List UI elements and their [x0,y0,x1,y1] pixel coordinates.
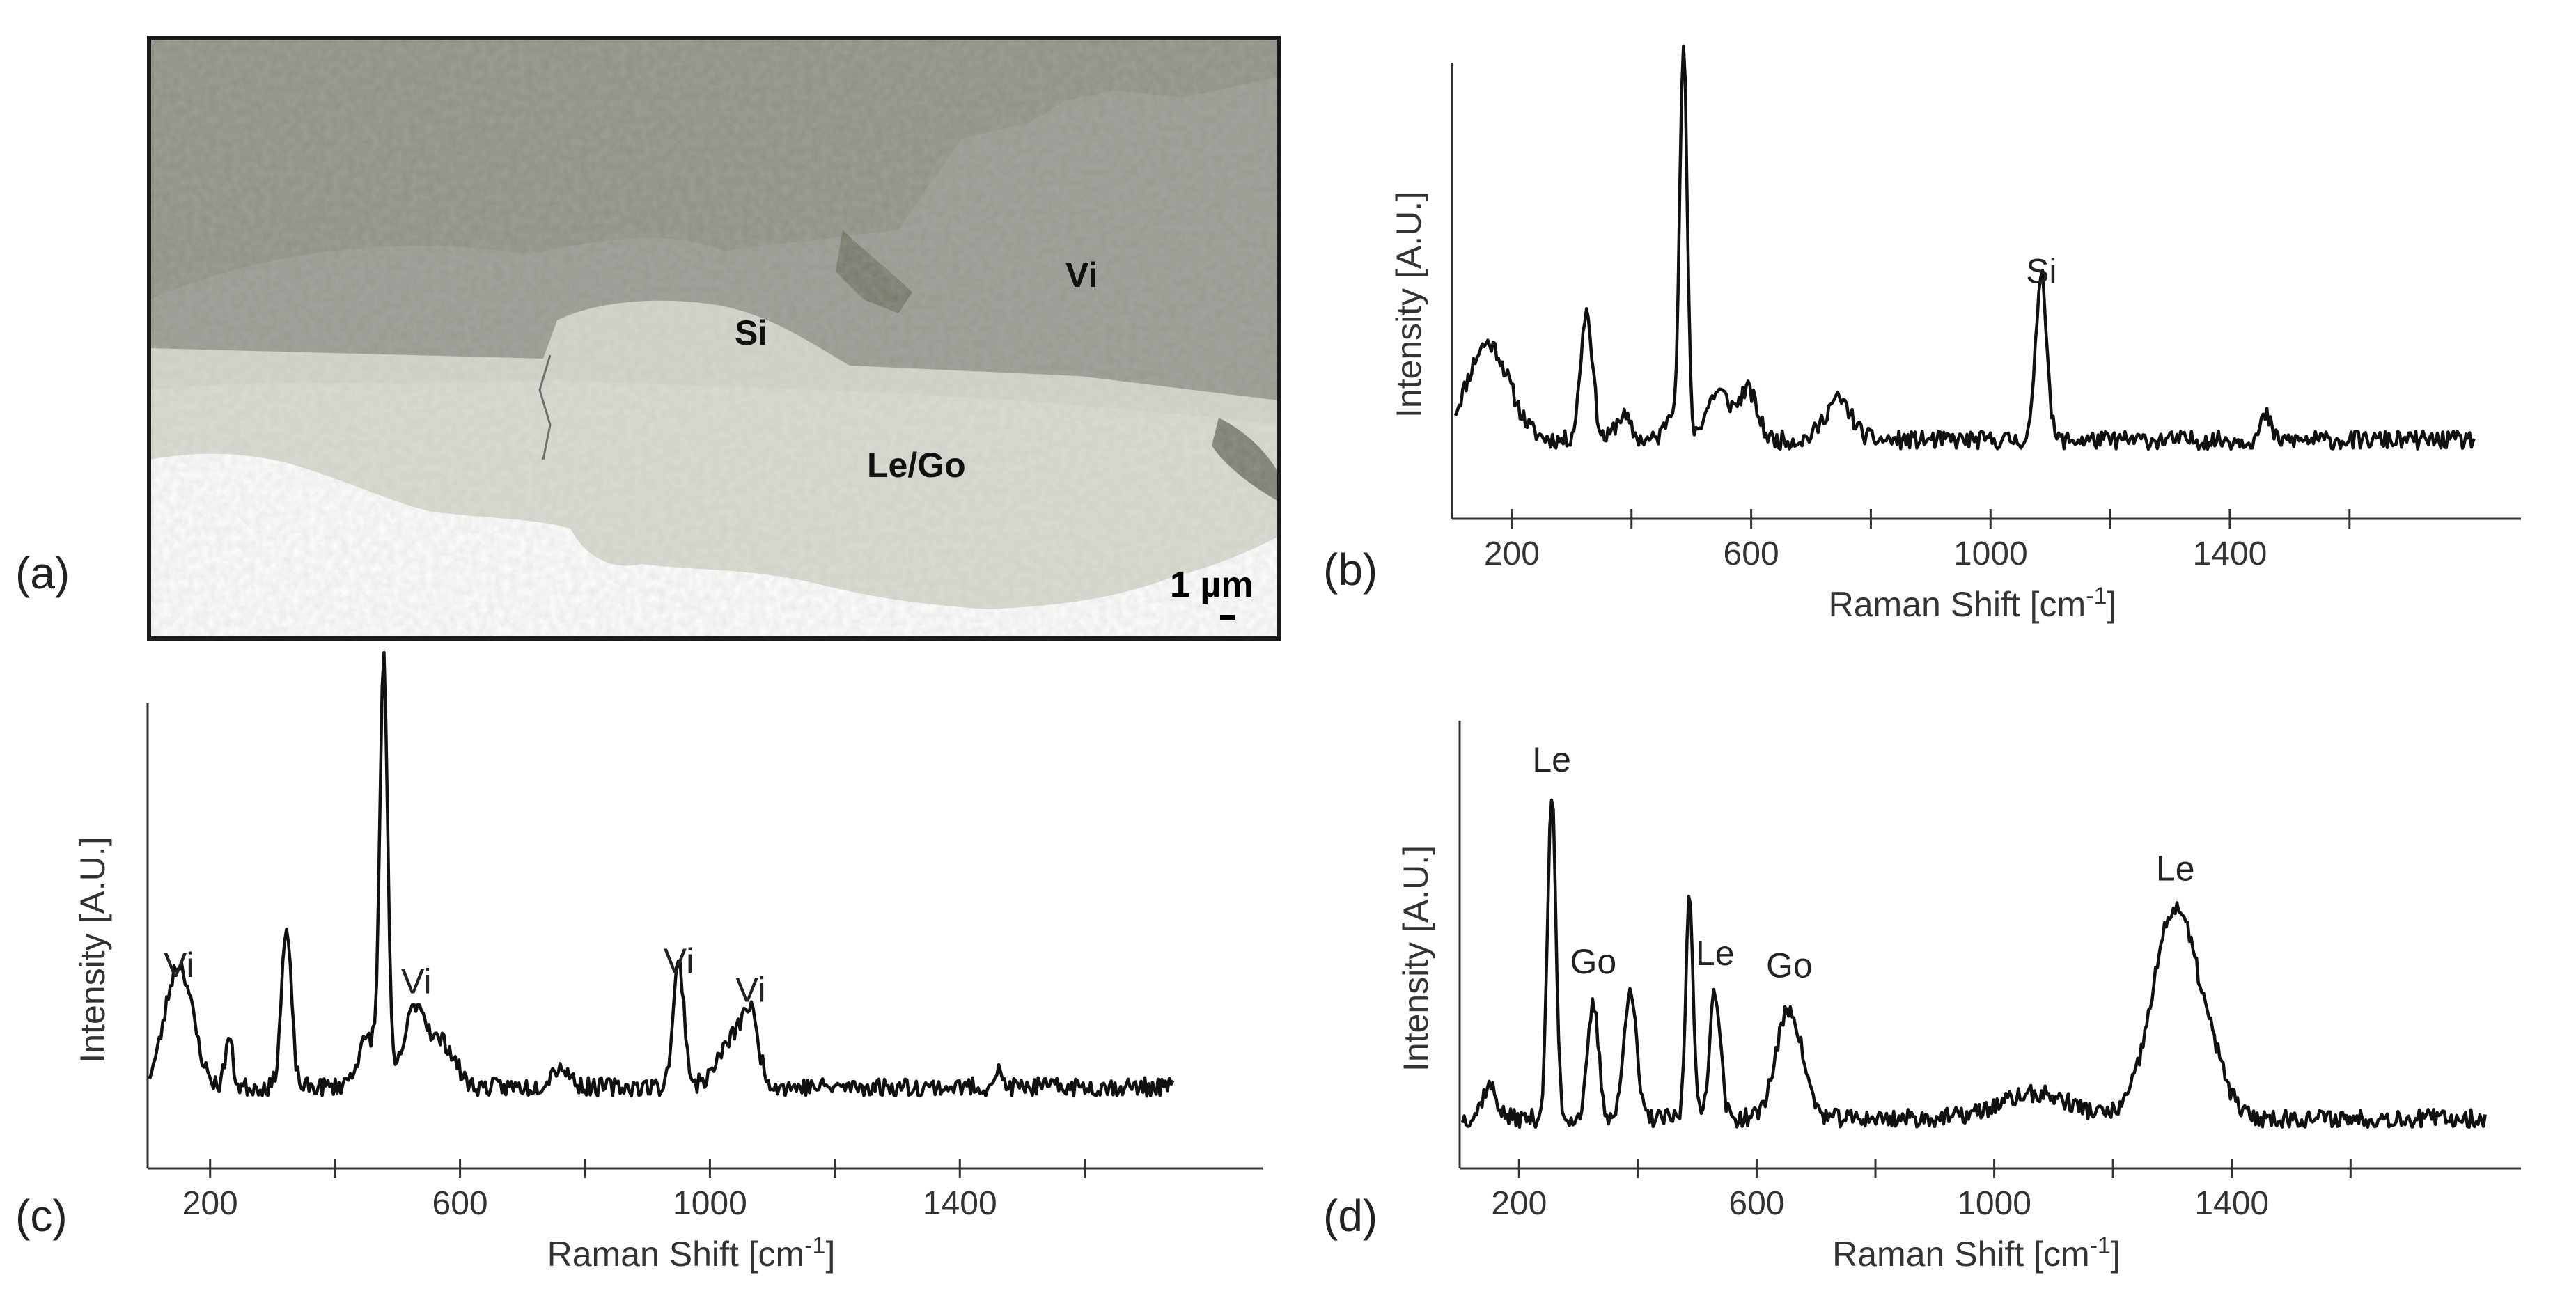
y-axis-title: Intensity [A.U.] [73,836,112,1063]
micrograph-panel: Vi Si Le/Go 1 µm (a) [15,36,1281,641]
label-vi: Vi [1065,256,1098,295]
peak-label: Vi [401,962,432,1001]
spectra-group: 200 600 1000 1400 Raman Shift [cm-1] Intensit… [15,44,2521,1274]
spectrum-panel-c: 200 600 1000 1400 Raman Shift [cm-1] Intensit… [15,650,1263,1274]
x-tick-label: 600 [1724,535,1779,572]
panel-label-c: (c) [15,1191,68,1241]
spectrum-panel-d: 200 600 1000 1400 Raman Shift [cm-1] Intensit… [1323,721,2521,1274]
crack [538,354,552,460]
x-tick-label: 600 [1728,1185,1784,1222]
spectrum-line [1453,44,2476,451]
peak-label: Vi [735,970,766,1009]
x-tick-label: 200 [1491,1185,1547,1222]
peak-label: Si [2026,251,2056,290]
x-tick-label: 1000 [1953,535,2028,572]
peak-label: Le [2156,849,2195,888]
panel-label-a: (a) [15,548,70,598]
panel-label-d: (d) [1323,1191,1377,1241]
peak-label: Go [1766,946,1813,985]
spectrum-line [148,650,1175,1098]
peak-label: Vi [164,946,194,985]
x-tick-label: 1400 [923,1185,997,1222]
x-tick-label: 1400 [2194,1185,2269,1222]
spectrum-line [1460,798,2487,1129]
x-tick-label: 1000 [673,1185,747,1222]
panel-label-b: (b) [1323,545,1377,595]
label-le-go: Le/Go [867,446,966,485]
x-tick-label: 1000 [1957,1185,2031,1222]
peak-label: Go [1570,942,1617,981]
x-tick-label: 200 [182,1185,238,1222]
x-axis-title: Raman Shift [cm-1] [1829,583,2117,624]
grain-texture [149,38,1279,639]
y-axis-title: Intensity [A.U.] [1396,845,1435,1072]
y-axis-title: Intensity [A.U.] [1389,191,1428,418]
scale-bar-label: 1 µm [1170,565,1254,605]
x-tick-label: 600 [432,1185,488,1222]
micrograph-frame [147,36,1281,641]
spectrum-panel-b: 200 600 1000 1400 Raman Shift [cm-1] Intensit… [1323,44,2521,624]
scale-bar [1220,615,1235,620]
x-axis-title: Raman Shift [cm-1] [1832,1232,2121,1274]
peak-label: Le [1532,740,1571,779]
label-si: Si [735,313,767,352]
micrograph-image [149,38,1279,639]
x-axis-title: Raman Shift [cm-1] [547,1232,836,1274]
x-tick-label: 200 [1484,535,1540,572]
peak-label: Vi [664,941,694,980]
x-tick-label: 1400 [2193,535,2267,572]
peak-label: Le [1696,934,1735,973]
